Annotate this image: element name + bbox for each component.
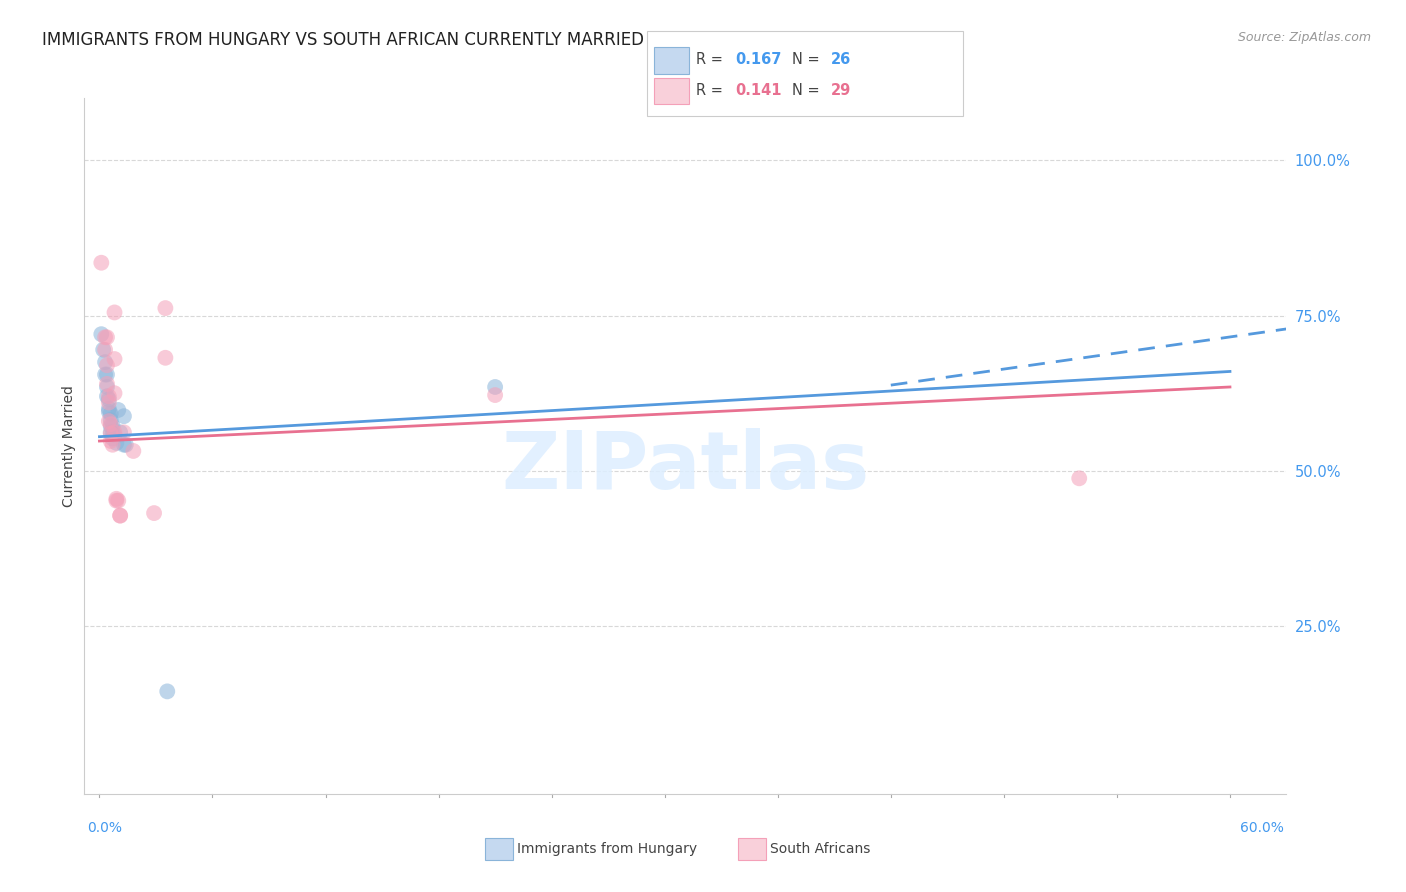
Point <box>100 434 122 448</box>
Point <box>101 419 124 434</box>
Point <box>94 355 117 369</box>
Point <box>100 413 122 427</box>
Point <box>90 256 112 270</box>
Text: R =: R = <box>696 84 727 98</box>
Point <box>96 330 118 344</box>
Point <box>143 506 166 520</box>
Point <box>96 380 118 394</box>
Point <box>97 392 120 407</box>
Point <box>112 409 135 424</box>
Y-axis label: Currently Married: Currently Married <box>62 385 76 507</box>
Point <box>100 426 122 441</box>
Point <box>100 407 122 421</box>
Point <box>1069 471 1091 485</box>
Point <box>112 425 135 440</box>
Point <box>155 301 177 315</box>
Point <box>96 368 118 382</box>
Point <box>100 425 122 440</box>
Text: 0.167: 0.167 <box>735 53 782 67</box>
Point <box>103 425 125 440</box>
Point <box>103 386 125 401</box>
Point <box>103 427 125 442</box>
Text: N =: N = <box>792 84 824 98</box>
Point <box>101 438 124 452</box>
Point <box>122 444 145 458</box>
Text: South Africans: South Africans <box>770 842 870 856</box>
Point <box>101 427 124 442</box>
Point <box>105 491 128 506</box>
Text: 26: 26 <box>831 53 851 67</box>
Point <box>94 368 117 382</box>
Point <box>108 508 131 523</box>
Point <box>108 508 131 523</box>
Point <box>103 351 125 366</box>
Point <box>114 438 136 452</box>
Point <box>97 389 120 403</box>
Point <box>97 395 120 409</box>
Point <box>155 351 177 365</box>
Point <box>96 358 118 372</box>
Text: Immigrants from Hungary: Immigrants from Hungary <box>517 842 697 856</box>
Point <box>107 493 129 508</box>
Point <box>91 343 114 357</box>
Point <box>96 376 118 391</box>
Point <box>100 419 122 434</box>
Text: IMMIGRANTS FROM HUNGARY VS SOUTH AFRICAN CURRENTLY MARRIED CORRELATION CHART: IMMIGRANTS FROM HUNGARY VS SOUTH AFRICAN… <box>42 31 830 49</box>
Point <box>156 684 179 698</box>
Point <box>484 388 506 402</box>
Point <box>94 343 117 357</box>
Point <box>103 305 125 319</box>
Point <box>94 330 117 344</box>
Point <box>90 327 112 342</box>
Point <box>101 432 124 446</box>
Point <box>108 425 131 440</box>
Text: N =: N = <box>792 53 824 67</box>
Point <box>97 405 120 419</box>
Point <box>105 493 128 508</box>
Text: Source: ZipAtlas.com: Source: ZipAtlas.com <box>1237 31 1371 45</box>
Point <box>107 403 129 417</box>
Point <box>97 401 120 416</box>
Text: 60.0%: 60.0% <box>1240 821 1284 835</box>
Point <box>97 414 120 428</box>
Point <box>112 438 135 452</box>
Text: 29: 29 <box>831 84 851 98</box>
Point <box>105 436 128 450</box>
Point <box>96 389 118 403</box>
Text: 0.0%: 0.0% <box>87 821 122 835</box>
Point <box>100 417 122 432</box>
Point <box>484 380 506 394</box>
Text: R =: R = <box>696 53 727 67</box>
Text: 0.141: 0.141 <box>735 84 782 98</box>
Text: ZIPatlas: ZIPatlas <box>502 428 869 506</box>
